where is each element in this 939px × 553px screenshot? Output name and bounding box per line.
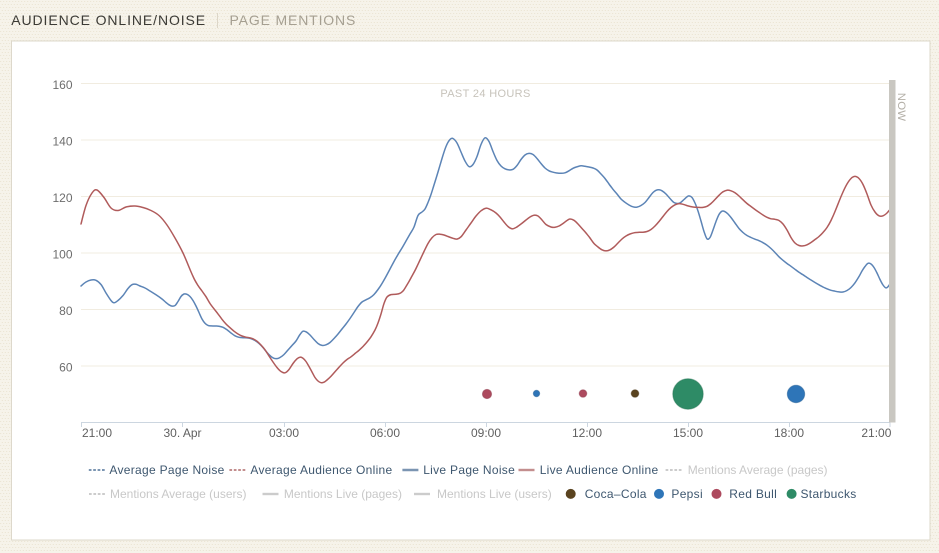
svg-text:80: 80 (59, 304, 73, 318)
svg-text:60: 60 (59, 360, 73, 374)
svg-text:PAGE MENTIONS: PAGE MENTIONS (230, 12, 357, 28)
svg-text:12:00: 12:00 (572, 426, 602, 440)
svg-text:Mentions Average (pages): Mentions Average (pages) (688, 463, 828, 477)
svg-text:Coca–Cola: Coca–Cola (585, 487, 647, 501)
svg-text:15:00: 15:00 (673, 426, 703, 440)
svg-text:21:00: 21:00 (82, 426, 112, 440)
svg-text:09:00: 09:00 (471, 426, 501, 440)
svg-text:Live Page Noise: Live Page Noise (423, 463, 515, 477)
svg-text:18:00: 18:00 (774, 426, 804, 440)
svg-text:Mentions Live (pages): Mentions Live (pages) (284, 487, 402, 501)
svg-text:Mentions Average (users): Mentions Average (users) (110, 487, 247, 501)
svg-text:06:00: 06:00 (370, 426, 400, 440)
svg-text:Red Bull: Red Bull (729, 487, 777, 501)
svg-text:120: 120 (52, 191, 72, 205)
svg-text:NOW: NOW (895, 93, 907, 121)
svg-text:AUDIENCE ONLINE/NOISE: AUDIENCE ONLINE/NOISE (11, 12, 206, 28)
svg-text:Starbucks: Starbucks (801, 487, 857, 501)
svg-text:21:00: 21:00 (861, 426, 891, 440)
svg-text:Live Audience Online: Live Audience Online (540, 463, 659, 477)
svg-text:Average Audience Online: Average Audience Online (250, 463, 392, 477)
svg-text:30. Apr: 30. Apr (163, 426, 201, 440)
svg-text:PAST 24 HOURS: PAST 24 HOURS (440, 88, 530, 100)
svg-text:Pepsi: Pepsi (671, 487, 703, 501)
svg-text:100: 100 (52, 247, 72, 261)
svg-text:Average Page Noise: Average Page Noise (109, 463, 224, 477)
svg-text:160: 160 (52, 78, 72, 92)
svg-text:03:00: 03:00 (269, 426, 299, 440)
svg-text:Mentions Live (users): Mentions Live (users) (437, 487, 552, 501)
svg-text:140: 140 (52, 134, 72, 148)
